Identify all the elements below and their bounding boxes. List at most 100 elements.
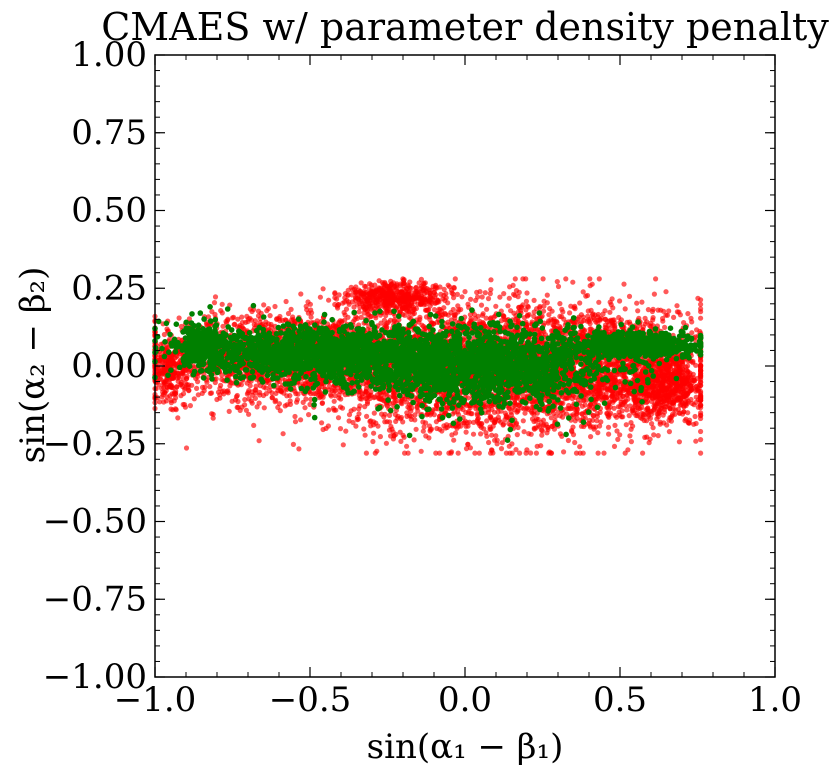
scatter-point bbox=[235, 398, 241, 405]
scatter-point bbox=[506, 295, 512, 301]
scatter-point bbox=[246, 411, 252, 417]
scatter-point bbox=[195, 392, 201, 398]
scatter-point bbox=[478, 302, 485, 308]
scatter-point bbox=[489, 432, 495, 438]
scatter-point bbox=[368, 418, 374, 424]
scatter-point bbox=[328, 392, 334, 398]
scatter-point bbox=[402, 450, 408, 456]
scatter-point bbox=[514, 432, 520, 438]
scatter-point bbox=[215, 389, 222, 395]
scatter-point bbox=[353, 423, 359, 429]
scatter-point bbox=[204, 379, 210, 385]
scatter-point bbox=[383, 391, 389, 397]
scatter-point bbox=[513, 420, 520, 426]
scatter-point bbox=[292, 419, 299, 425]
scatter-point bbox=[397, 429, 403, 435]
scatter-point bbox=[229, 398, 235, 404]
scatter-point bbox=[256, 438, 262, 444]
scatter-point bbox=[234, 392, 240, 399]
scatter-point bbox=[484, 433, 490, 439]
scatter-point bbox=[628, 439, 635, 445]
scatter-point bbox=[595, 430, 601, 436]
scatter-point bbox=[287, 401, 293, 407]
scatter-point bbox=[455, 450, 461, 456]
scatter-point bbox=[368, 423, 374, 429]
scatter-point bbox=[386, 412, 393, 418]
scatter-point bbox=[557, 301, 563, 307]
scatter-point bbox=[285, 310, 292, 317]
scatter-point bbox=[483, 315, 489, 321]
scatter-point bbox=[521, 429, 527, 435]
scatter-point bbox=[235, 316, 241, 322]
scatter-point bbox=[283, 298, 289, 305]
y-axis-label: sin(α₂ − β₂) bbox=[13, 267, 53, 464]
scatter-point bbox=[294, 397, 300, 403]
scatter-point bbox=[465, 301, 471, 307]
scatter-point bbox=[343, 306, 350, 312]
scatter-point bbox=[343, 428, 349, 434]
scatter-point bbox=[239, 319, 245, 326]
scatter-point bbox=[296, 446, 302, 452]
scatter-point bbox=[465, 441, 471, 447]
scatter-point bbox=[194, 385, 200, 391]
scatter-point bbox=[394, 398, 400, 404]
scatter-point bbox=[242, 397, 248, 403]
scatter-point bbox=[317, 392, 323, 398]
scatter-point bbox=[580, 289, 586, 295]
scatter-point bbox=[302, 405, 308, 411]
scatter-point bbox=[253, 387, 259, 393]
scatter-point bbox=[226, 408, 232, 414]
scatter-point bbox=[243, 407, 249, 413]
scatter-point bbox=[340, 442, 346, 448]
x-axis-label: sin(α₁ − β₁) bbox=[367, 727, 564, 767]
scatter-point bbox=[478, 431, 484, 437]
scatter-point bbox=[398, 438, 404, 444]
scatter-point bbox=[498, 446, 505, 452]
scatter-point bbox=[354, 414, 360, 421]
scatter-point bbox=[305, 299, 311, 305]
scatter-point bbox=[260, 392, 267, 399]
scatter-point bbox=[526, 431, 532, 437]
scatter-point bbox=[220, 323, 226, 329]
scatter-point bbox=[541, 308, 547, 314]
scatter-point bbox=[421, 424, 427, 430]
scatter-point bbox=[257, 392, 263, 398]
scatter-point bbox=[219, 301, 225, 307]
scatter-point bbox=[433, 419, 439, 425]
scatter-point bbox=[358, 396, 365, 402]
scatter-point bbox=[354, 315, 360, 321]
scatter-point bbox=[524, 447, 530, 453]
scatter-point bbox=[351, 406, 357, 412]
scatter-point bbox=[225, 317, 231, 323]
scatter-point bbox=[242, 402, 248, 408]
scatter-point bbox=[337, 426, 344, 432]
scatter-point bbox=[476, 450, 482, 456]
scatter-point bbox=[482, 290, 488, 296]
scatter-point bbox=[441, 423, 447, 429]
scatter-point bbox=[491, 419, 497, 425]
scatter-point bbox=[217, 395, 223, 401]
scatter-point bbox=[443, 311, 449, 317]
scatter-point bbox=[363, 450, 369, 456]
scatter-point bbox=[267, 388, 273, 394]
scatter-point bbox=[209, 411, 215, 417]
scatter-point bbox=[596, 299, 602, 305]
scatter-point bbox=[293, 391, 299, 397]
scatter-point bbox=[211, 300, 218, 306]
scatter-point bbox=[507, 450, 513, 456]
scatter-point bbox=[459, 294, 465, 300]
scatter-point bbox=[371, 410, 377, 416]
scatter-point bbox=[363, 386, 369, 392]
scatter-point bbox=[241, 326, 247, 332]
scatter-point bbox=[229, 315, 236, 321]
scatter-point bbox=[277, 318, 283, 324]
scatter-point bbox=[201, 388, 207, 394]
scatter-point bbox=[415, 408, 421, 414]
scatter-point bbox=[388, 433, 394, 439]
scatter-point bbox=[207, 390, 213, 396]
scatter-point bbox=[474, 418, 480, 424]
chart-title: CMAES w/ parameter density penalty bbox=[101, 5, 829, 49]
scatter-point bbox=[372, 394, 378, 400]
scatter-point bbox=[332, 393, 338, 399]
